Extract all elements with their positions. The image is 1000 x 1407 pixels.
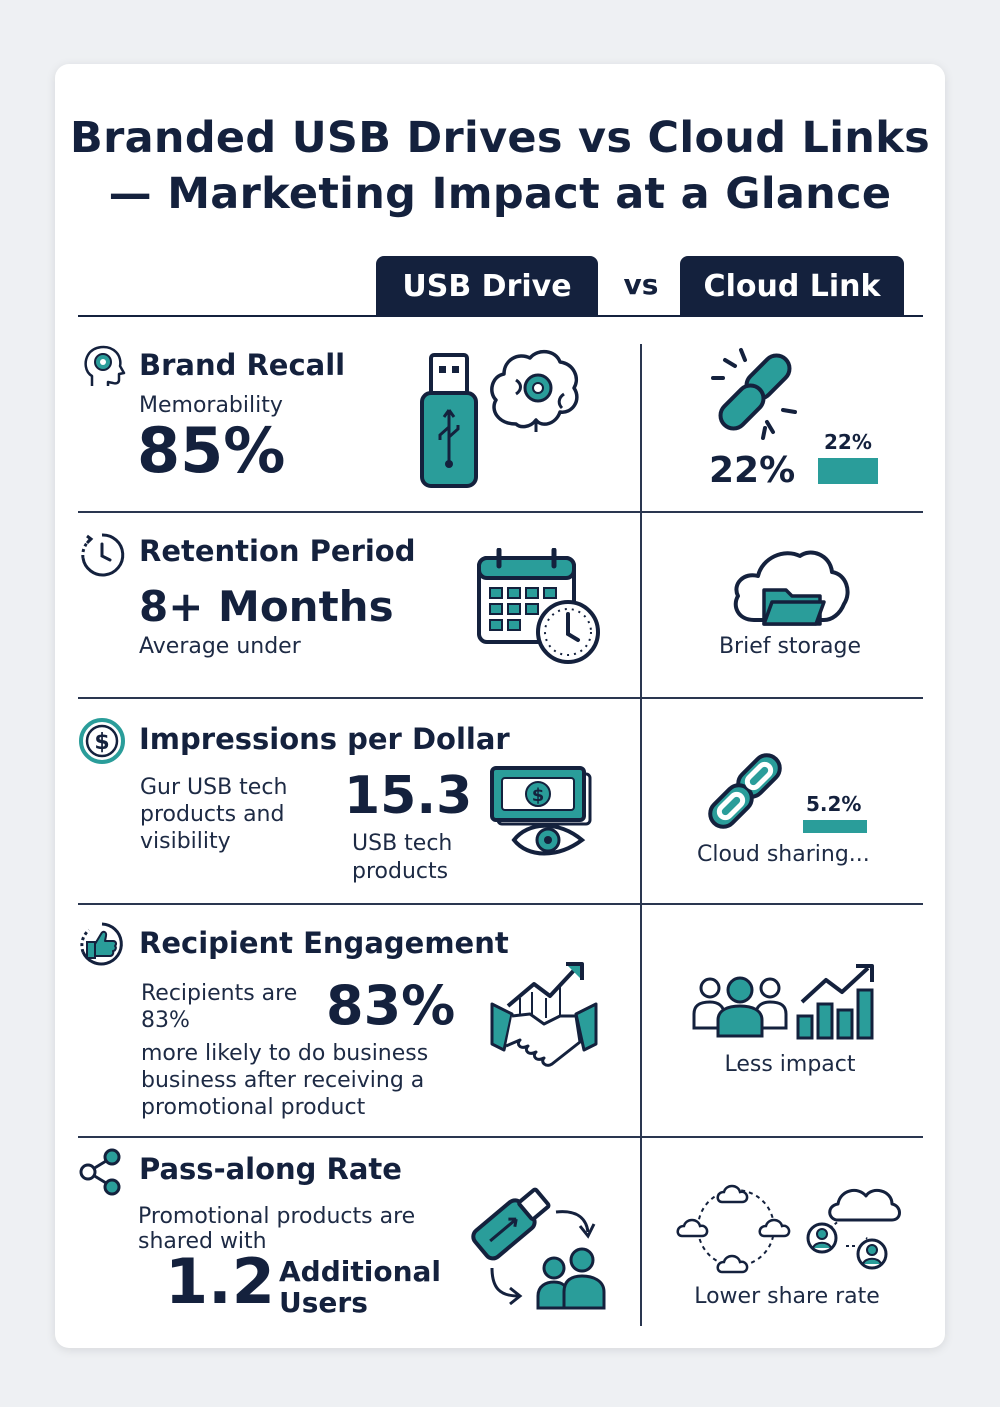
impressions-body-line: products and xyxy=(140,802,285,827)
thumbs-up-icon xyxy=(80,922,123,966)
row-divider xyxy=(78,697,923,699)
retention-heading: Retention Period xyxy=(139,534,416,568)
engagement-body-line: business after receiving a xyxy=(141,1068,425,1093)
impressions-cloud-bar-label: 5.2% xyxy=(806,792,862,816)
column-divider xyxy=(640,344,642,1326)
usb-drive-icon xyxy=(420,353,478,488)
pass-along-cloud-text: Lower share rate xyxy=(694,1284,880,1309)
cloud-share-icon xyxy=(806,1188,901,1270)
header-divider xyxy=(78,315,923,317)
handshake-growth-icon xyxy=(490,962,598,1067)
cloud-network-icon xyxy=(676,1184,791,1274)
impressions-body-line: Gur USB tech xyxy=(140,775,288,800)
brand-recall-cloud-value: 22% xyxy=(709,450,796,491)
pass-along-body-line: shared with xyxy=(138,1229,267,1254)
engagement-intro-line: 83% xyxy=(141,1008,190,1033)
broken-link-icon xyxy=(711,348,797,440)
pass-along-usb-value: 1.2 xyxy=(165,1245,275,1318)
engagement-body-line: promotional product xyxy=(141,1095,366,1120)
cloud-folder-icon xyxy=(733,550,850,626)
pass-along-body-line: Promotional products are xyxy=(138,1204,416,1229)
impressions-body: Gur USB tech products and visibility xyxy=(140,774,287,855)
clock-icon xyxy=(81,533,125,577)
title-line-2: — Marketing Impact at a Glance xyxy=(108,169,892,219)
row-divider xyxy=(78,903,923,905)
impressions-caption-line: USB tech xyxy=(352,831,453,856)
brain-gear-icon xyxy=(490,349,579,432)
money-eye-icon: $ xyxy=(490,766,592,856)
retention-usb-value: 8+ Months xyxy=(139,582,394,631)
impressions-heading: Impressions per Dollar xyxy=(139,722,510,756)
impressions-cloud-bar xyxy=(803,820,867,833)
share-icon xyxy=(79,1148,121,1196)
impressions-cloud-text: Cloud sharing... xyxy=(697,842,870,867)
page-title: Branded USB Drives vs Cloud Links — Mark… xyxy=(60,110,940,222)
impressions-value-caption: USB tech products xyxy=(352,830,452,886)
row-divider xyxy=(78,511,923,513)
row-divider xyxy=(78,1136,923,1138)
engagement-intro-line: Recipients are xyxy=(141,981,298,1006)
pass-along-heading: Pass-along Rate xyxy=(139,1152,402,1186)
engagement-heading: Recipient Engagement xyxy=(139,926,509,960)
pass-along-value-label-line: Additional xyxy=(279,1255,441,1288)
dollar-icon: $ xyxy=(79,718,125,764)
people-group-icon xyxy=(692,976,788,1038)
svg-text:$: $ xyxy=(532,785,545,806)
brand-recall-cloud-bar-label: 22% xyxy=(824,430,872,454)
calendar-clock-icon xyxy=(477,548,600,664)
impressions-usb-value: 15.3 xyxy=(344,766,473,826)
impressions-body-line: visibility xyxy=(140,829,231,854)
cloud-link-header-tab: Cloud Link xyxy=(680,256,904,316)
title-line-1: Branded USB Drives vs Cloud Links xyxy=(70,113,930,163)
engagement-body: more likely to do business business afte… xyxy=(141,1040,428,1121)
retention-cloud-text: Brief storage xyxy=(718,634,862,659)
usb-share-icon xyxy=(471,1187,606,1310)
impressions-caption-line: products xyxy=(352,859,449,884)
engagement-intro: Recipients are 83% xyxy=(141,980,297,1034)
head-gear-icon xyxy=(84,345,126,386)
brand-recall-heading: Brand Recall xyxy=(139,348,346,382)
vs-label: vs xyxy=(623,268,659,301)
retention-subtitle: Average under xyxy=(139,634,301,659)
usb-drive-header-tab: USB Drive xyxy=(376,256,598,316)
brand-recall-cloud-bar xyxy=(818,458,878,484)
brand-recall-usb-value: 85% xyxy=(137,414,286,487)
bar-growth-icon xyxy=(796,964,874,1040)
pass-along-body: Promotional products are shared with xyxy=(138,1204,415,1254)
engagement-cloud-text: Less impact xyxy=(724,1052,856,1077)
svg-text:$: $ xyxy=(94,730,109,755)
brand-recall-subtitle: Memorability xyxy=(139,393,283,418)
pass-along-value-label: Additional Users xyxy=(279,1256,441,1318)
pass-along-value-label-line: Users xyxy=(279,1286,368,1319)
chain-link-icon xyxy=(708,753,782,829)
engagement-usb-value: 83% xyxy=(326,974,456,1037)
engagement-body-line: more likely to do business xyxy=(141,1041,429,1066)
